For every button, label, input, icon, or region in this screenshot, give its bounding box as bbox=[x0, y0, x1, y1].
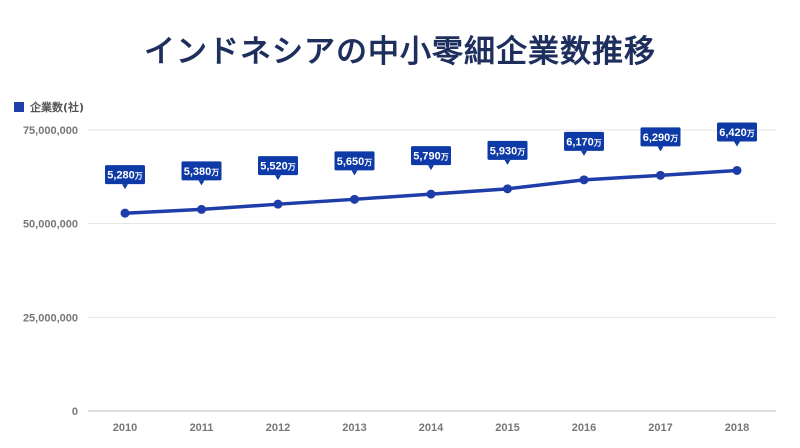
legend-label: 企業数(社) bbox=[30, 101, 85, 114]
data-label-text: 5,380万 bbox=[184, 166, 220, 178]
data-point bbox=[120, 208, 130, 218]
data-label-text: 5,930万 bbox=[490, 145, 526, 157]
x-tick-label: 2010 bbox=[113, 422, 137, 434]
data-point bbox=[197, 204, 206, 214]
y-tick-label: 75,000,000 bbox=[23, 125, 78, 137]
data-label-pointer bbox=[581, 150, 587, 156]
data-label-box bbox=[258, 156, 298, 176]
data-label-pointer bbox=[504, 159, 511, 165]
x-tick-label: 2012 bbox=[266, 422, 290, 434]
x-tick-label: 2011 bbox=[190, 422, 214, 434]
data-label-text: 6,290万 bbox=[643, 132, 679, 144]
data-label-box bbox=[717, 122, 757, 142]
y-tick-label: 0 bbox=[72, 406, 78, 418]
x-tick-label: 2014 bbox=[419, 422, 444, 434]
x-tick-label: 2017 bbox=[648, 422, 672, 434]
data-label-pointer bbox=[734, 141, 740, 147]
x-tick-label: 2016 bbox=[572, 422, 596, 434]
x-axis-ticks: 2010 2011 2012 2013 2014 2015 2016 2017 2018 bbox=[113, 422, 749, 434]
data-label-box bbox=[640, 127, 681, 147]
data-point bbox=[656, 170, 665, 180]
data-label-box bbox=[334, 151, 375, 171]
data-label: 5,930万 bbox=[487, 140, 528, 165]
data-label-pointer bbox=[657, 146, 664, 152]
x-tick-label: 2015 bbox=[495, 422, 519, 434]
data-label-text: 5,520万 bbox=[260, 161, 296, 173]
data-label-box bbox=[564, 131, 604, 151]
legend-swatch bbox=[14, 102, 24, 112]
data-label: 6,420万 bbox=[717, 122, 757, 147]
data-label: 6,290万 bbox=[640, 127, 681, 152]
data-label-pointer bbox=[275, 175, 281, 181]
data-label: 5,280万 bbox=[105, 165, 145, 190]
data-label-pointer bbox=[428, 165, 434, 171]
y-axis-ticks: 0 25,000,000 50,000,000 75,000,000 bbox=[23, 125, 78, 418]
data-point bbox=[579, 175, 589, 185]
data-label-pointer bbox=[198, 180, 205, 186]
data-point bbox=[426, 189, 436, 199]
chart-title: インドネシアの中小零細企業数推移 bbox=[144, 34, 656, 70]
y-tick-label: 50,000,000 bbox=[23, 219, 78, 231]
data-label: 5,650万 bbox=[334, 151, 375, 176]
data-labels: 5,280万 5,380万 5,520万 5,650万 5,790万 5,930万 6,17… bbox=[105, 122, 757, 190]
x-tick-label: 2018 bbox=[725, 422, 749, 434]
data-point bbox=[732, 165, 742, 175]
data-label: 5,790万 bbox=[411, 146, 451, 171]
data-label: 5,520万 bbox=[258, 156, 298, 181]
data-label-box bbox=[487, 140, 528, 160]
data-point bbox=[350, 194, 359, 204]
y-tick-label: 25,000,000 bbox=[23, 312, 78, 324]
data-label-box bbox=[411, 146, 451, 166]
data-point bbox=[503, 184, 512, 194]
data-label-text: 5,650万 bbox=[337, 156, 373, 168]
data-label-box bbox=[181, 161, 222, 181]
data-label-text: 5,280万 bbox=[107, 170, 143, 182]
data-label-pointer bbox=[122, 184, 128, 190]
data-points bbox=[120, 165, 742, 218]
data-label-text: 6,420万 bbox=[719, 127, 755, 139]
data-point bbox=[273, 199, 283, 209]
data-label: 6,170万 bbox=[564, 131, 604, 156]
data-label-text: 6,170万 bbox=[566, 136, 602, 148]
data-label-text: 5,790万 bbox=[413, 151, 449, 163]
legend: 企業数(社) bbox=[14, 100, 84, 114]
x-tick-label: 2013 bbox=[342, 422, 366, 434]
data-label: 5,380万 bbox=[181, 161, 222, 186]
data-label-pointer bbox=[351, 170, 358, 176]
data-label-box bbox=[105, 165, 145, 185]
